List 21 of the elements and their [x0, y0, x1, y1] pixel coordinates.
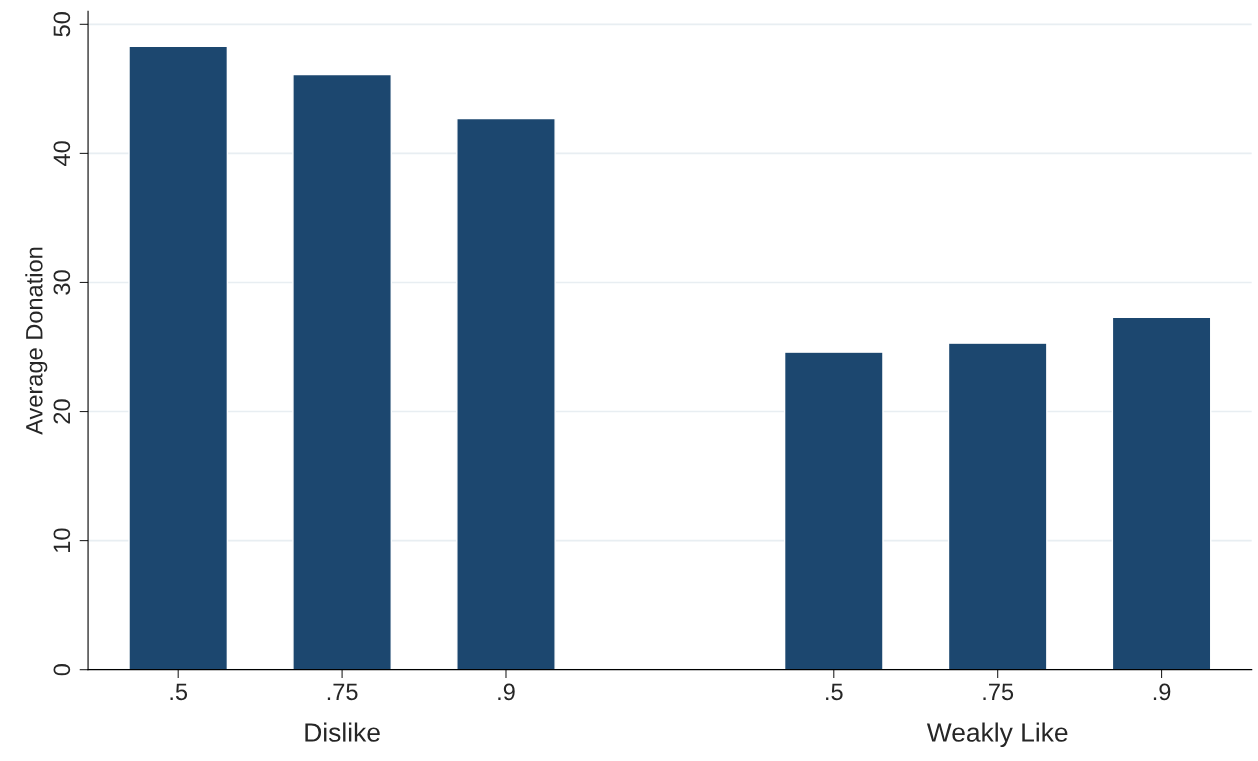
bar: [456, 117, 556, 670]
text: Weakly Like: [926, 722, 1068, 748]
y-tick-label: 0: [53, 664, 71, 676]
x-tick-label: .75: [983, 683, 1014, 701]
bar: [1111, 316, 1212, 670]
bar: [947, 342, 1048, 670]
y-tick-label: 40: [53, 141, 71, 166]
text: Dislike: [305, 722, 380, 742]
y-tick-label: 30: [53, 270, 71, 295]
x-tick-label: .5: [170, 683, 188, 701]
bar: [783, 351, 884, 670]
bar: [128, 45, 229, 670]
y-axis-title: Average Donation: [25, 247, 48, 435]
y-tick-label: 20: [53, 399, 71, 424]
x-tick-label: .9: [1153, 683, 1171, 701]
y-tick-label: 10: [53, 528, 71, 552]
y-tick-label: 50: [53, 12, 71, 37]
x-tick-label: .9: [498, 683, 515, 701]
bar: [292, 73, 392, 670]
x-tick-label: .5: [826, 683, 843, 701]
x-tick-label: .75: [327, 683, 358, 701]
